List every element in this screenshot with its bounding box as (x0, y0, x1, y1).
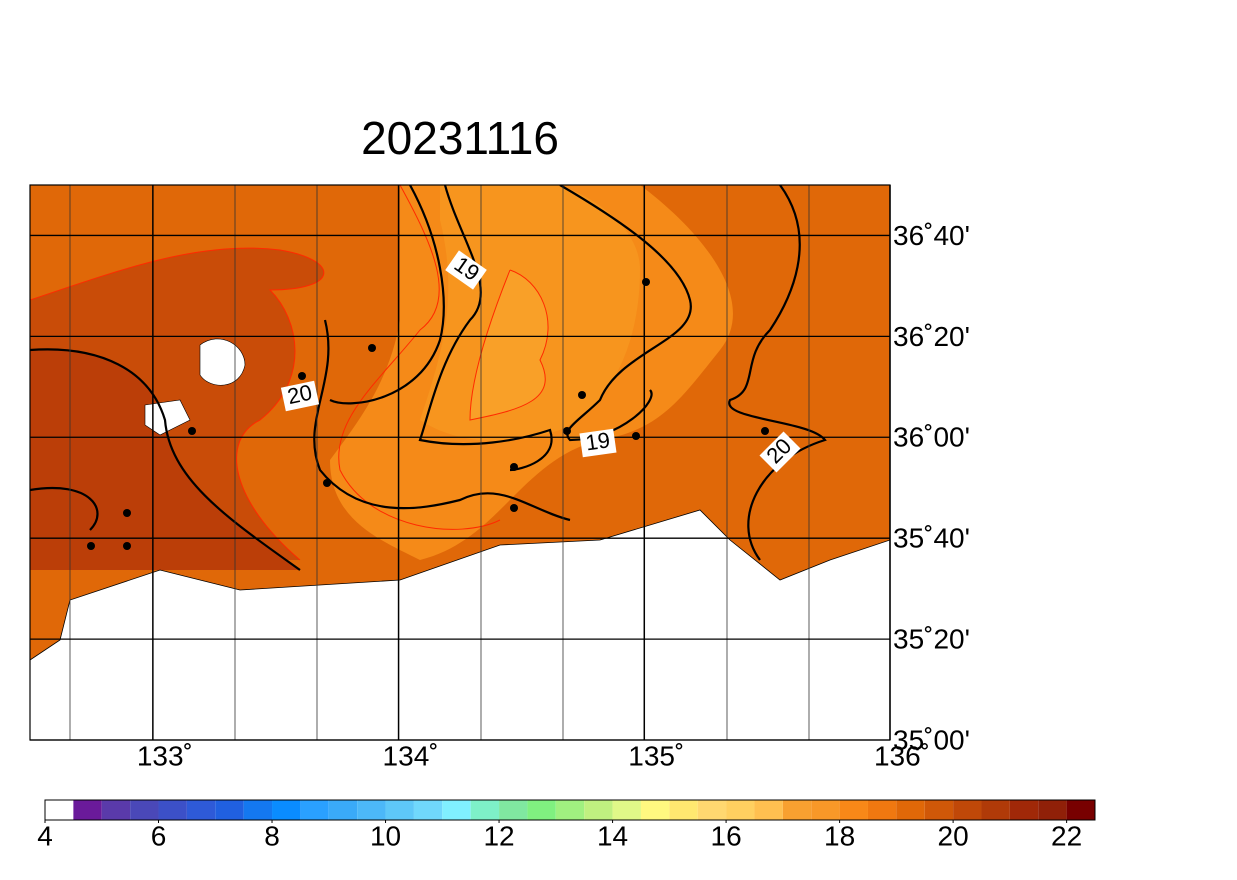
sst-coolest-region (470, 270, 549, 420)
colorbar-segment (158, 800, 187, 820)
lon-label: 135˚ (628, 740, 684, 771)
colorbar-label: 16 (711, 820, 742, 851)
colorbar-segment (243, 800, 273, 820)
colorbar-segment (215, 800, 244, 820)
colorbar-segment (272, 800, 301, 820)
thin-contours (30, 185, 549, 561)
colorbar-segment (896, 800, 925, 820)
colorbar-segment (981, 800, 1010, 820)
colorbar-label: 14 (597, 820, 628, 851)
contour-label-box: 20 (280, 380, 320, 412)
colorbar-label: 8 (264, 820, 280, 851)
lat-label: 36˚20' (893, 321, 970, 352)
colorbar-label: 4 (37, 820, 53, 851)
colorbar-segment (584, 800, 613, 820)
land (30, 509, 890, 740)
colorbar-segment (499, 800, 528, 820)
colorbar-segment (839, 800, 868, 820)
colorbar-segment (953, 800, 982, 820)
contour-label: 20 (285, 380, 314, 410)
map-title: 20231116 (361, 112, 559, 164)
contour-label-bg (280, 380, 320, 412)
colorbar-label: 20 (938, 820, 969, 851)
colorbar-segment (130, 800, 159, 820)
colorbar-label: 22 (1051, 820, 1082, 851)
colorbar-segment (726, 800, 755, 820)
minor-grid (69, 185, 810, 740)
lon-label: 136˚ (874, 740, 930, 771)
colorbar-segment (754, 800, 783, 820)
colorbar-segment (186, 800, 216, 820)
colorbar-segment (385, 800, 414, 820)
contour-label: 19 (584, 427, 612, 455)
colorbar-segment (867, 800, 897, 820)
colorbar-segment (555, 800, 585, 820)
lat-label: 36˚40' (893, 220, 970, 251)
colorbar-label: 6 (151, 820, 167, 851)
contour-label-bg (445, 250, 487, 290)
lat-label: 35˚20' (893, 623, 970, 654)
lat-label: 35˚40' (893, 523, 970, 554)
colorbar-segment (924, 800, 954, 820)
lat-label: 36˚00' (893, 422, 970, 453)
lon-label: 134˚ (383, 740, 439, 771)
colorbar-label: 18 (824, 820, 855, 851)
island (144, 338, 246, 436)
colorbar-segment (73, 800, 102, 820)
colorbar-segment (413, 800, 443, 820)
lat-label: 35˚00' (893, 724, 970, 755)
colorbar-segment (612, 800, 641, 820)
colorbar-segment (470, 800, 500, 820)
colorbar-segment (1009, 800, 1039, 820)
colorbar-segment (669, 800, 698, 820)
colorbar-segment (1066, 800, 1095, 820)
colorbar-segment (1038, 800, 1067, 820)
colorbar-segment (697, 800, 727, 820)
colorbar-segment (357, 800, 386, 820)
colorbar-segment (45, 800, 74, 820)
colorbar-label: 10 (370, 820, 401, 851)
colorbar-frame (44, 799, 1096, 821)
lon-label: 133˚ (137, 740, 193, 771)
contour-label-bg (759, 431, 801, 473)
colorbar-segment (300, 800, 329, 820)
colorbar-segment (101, 800, 131, 820)
colorbar-segment (811, 800, 840, 820)
contour-label-bg (579, 428, 617, 458)
colorbar-segment (782, 800, 812, 820)
stations (87, 278, 769, 550)
colorbar-segment (328, 800, 358, 820)
colorbar-segment (527, 800, 556, 820)
colorbar-segment (442, 800, 471, 820)
contour-label-box: 19 (579, 427, 617, 458)
colorbar-segment (640, 800, 670, 820)
colorbar-label: 12 (483, 820, 514, 851)
